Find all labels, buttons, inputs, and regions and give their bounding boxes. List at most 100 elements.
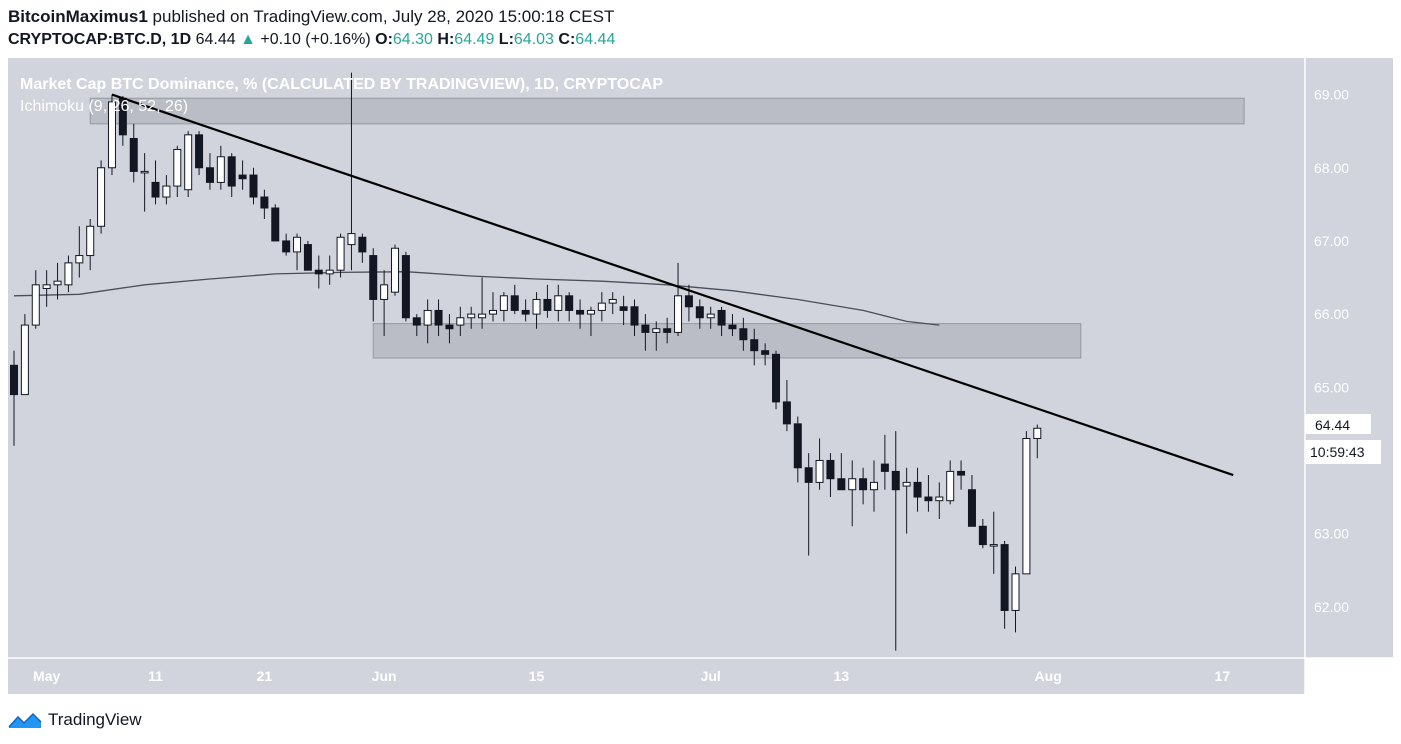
candle-2020-05-22[interactable] <box>271 204 280 242</box>
candle-2020-05-01[interactable] <box>42 270 51 307</box>
candle-2020-06-02[interactable] <box>391 244 400 296</box>
candle-2020-06-15[interactable] <box>532 292 541 329</box>
candle-2020-06-01[interactable] <box>380 270 389 337</box>
candle-2020-06-06[interactable] <box>434 299 443 337</box>
candle-2020-07-11[interactable] <box>815 438 824 490</box>
support-zone-0[interactable] <box>89 97 1245 125</box>
downtrend-line[interactable] <box>111 93 1234 477</box>
candle-2020-05-12[interactable] <box>162 175 171 205</box>
candle-2020-05-15[interactable] <box>195 131 204 176</box>
candle-2020-06-30[interactable] <box>695 299 704 329</box>
candle-2020-06-25[interactable] <box>641 314 650 351</box>
candle-2020-05-04[interactable] <box>75 226 84 278</box>
candle-2020-07-01[interactable] <box>706 306 715 329</box>
candle-2020-07-18[interactable] <box>891 431 900 651</box>
candle-2020-07-10[interactable] <box>804 453 813 556</box>
author-name[interactable]: BitcoinMaximus1 <box>8 7 148 26</box>
candle-2020-04-29[interactable] <box>20 314 29 396</box>
candle-2020-05-03[interactable] <box>64 255 73 293</box>
candle-2020-05-10[interactable] <box>140 153 149 212</box>
candle-2020-06-05[interactable] <box>423 299 432 344</box>
candle-2020-05-30[interactable] <box>358 233 367 263</box>
candle-2020-06-20[interactable] <box>586 306 595 337</box>
candle-2020-06-17[interactable] <box>554 284 563 322</box>
candle-2020-06-23[interactable] <box>619 295 628 326</box>
candle-2020-06-14[interactable] <box>521 299 530 322</box>
candle-2020-07-22[interactable] <box>935 482 944 519</box>
candle-2020-07-21[interactable] <box>924 475 933 512</box>
candle-2020-07-29[interactable] <box>1011 566 1020 633</box>
candle-2020-05-29[interactable] <box>347 72 356 271</box>
candle-2020-05-25[interactable] <box>303 240 312 271</box>
price-axis[interactable] <box>1305 58 1393 658</box>
candle-2020-06-18[interactable] <box>565 292 574 322</box>
candle-2020-07-25[interactable] <box>967 475 976 527</box>
candle-2020-04-28[interactable] <box>10 350 18 446</box>
candle-2020-06-24[interactable] <box>630 299 639 337</box>
candle-2020-07-26[interactable] <box>978 518 987 549</box>
candle-2020-05-16[interactable] <box>205 153 214 190</box>
candle-2020-05-02[interactable] <box>53 262 62 300</box>
price-chart[interactable]: 62.00 63.00 65.00 66.00 67.00 68.00 69.00 May 1… <box>8 58 1393 694</box>
candle-2020-06-27[interactable] <box>663 317 672 344</box>
candle-2020-07-17[interactable] <box>880 434 889 490</box>
footer-brand[interactable]: TradingView <box>8 708 142 732</box>
candle-2020-05-20[interactable] <box>249 167 258 205</box>
candle-2020-06-22[interactable] <box>608 292 617 315</box>
candle-2020-06-21[interactable] <box>597 292 606 322</box>
candle-2020-06-10[interactable] <box>478 277 487 329</box>
candle-2020-07-02[interactable] <box>717 306 726 337</box>
candle-2020-05-07[interactable] <box>107 94 116 176</box>
time-axis[interactable] <box>8 658 1305 694</box>
candle-2020-06-08[interactable] <box>456 306 465 337</box>
candle-2020-07-08[interactable] <box>782 379 791 432</box>
candle-2020-07-14[interactable] <box>848 460 857 527</box>
candle-2020-05-19[interactable] <box>238 160 247 190</box>
candle-2020-05-05[interactable] <box>86 218 95 271</box>
candle-2020-07-15[interactable] <box>859 467 868 505</box>
candle-2020-05-18[interactable] <box>227 153 236 198</box>
candle-2020-07-05[interactable] <box>750 328 759 366</box>
candle-2020-06-13[interactable] <box>510 284 519 315</box>
candle-2020-06-03[interactable] <box>401 251 410 322</box>
candle-2020-05-21[interactable] <box>260 189 269 219</box>
candle-2020-06-26[interactable] <box>652 321 661 351</box>
candle-2020-07-06[interactable] <box>761 343 770 366</box>
candle-2020-05-28[interactable] <box>336 233 345 278</box>
candle-2020-07-13[interactable] <box>837 453 846 491</box>
candle-2020-05-13[interactable] <box>173 145 182 198</box>
candle-2020-06-04[interactable] <box>412 314 421 337</box>
candle-2020-06-09[interactable] <box>467 306 476 329</box>
candle-2020-07-28[interactable] <box>1000 540 1009 629</box>
candle-2020-07-12[interactable] <box>826 453 835 498</box>
candle-2020-05-23[interactable] <box>282 233 291 256</box>
candle-2020-07-04[interactable] <box>739 317 748 351</box>
candle-2020-07-09[interactable] <box>793 416 802 483</box>
candle-2020-07-07[interactable] <box>772 350 781 410</box>
candle-2020-04-30[interactable] <box>31 270 40 329</box>
candle-2020-05-31[interactable] <box>369 248 378 322</box>
candle-2020-06-12[interactable] <box>499 292 508 322</box>
candle-2020-06-28[interactable] <box>674 262 683 337</box>
support-zone-1[interactable] <box>372 323 1082 359</box>
candle-2020-05-11[interactable] <box>151 160 160 205</box>
candle-2020-05-06[interactable] <box>97 160 106 234</box>
candle-2020-05-09[interactable] <box>129 123 138 183</box>
candle-2020-07-30[interactable] <box>1022 431 1031 575</box>
candle-2020-07-03[interactable] <box>728 314 737 337</box>
candle-2020-06-07[interactable] <box>445 314 454 344</box>
candle-2020-07-20[interactable] <box>913 467 922 512</box>
candle-2020-05-24[interactable] <box>293 233 302 271</box>
candle-2020-07-31[interactable] <box>1033 424 1042 459</box>
candle-2020-07-19[interactable] <box>902 467 911 534</box>
candle-2020-06-11[interactable] <box>488 292 497 322</box>
ichimoku-line[interactable] <box>13 271 940 326</box>
candle-2020-07-23[interactable] <box>946 460 955 505</box>
candle-2020-07-24[interactable] <box>957 460 966 490</box>
candle-2020-06-16[interactable] <box>543 284 552 318</box>
candle-2020-05-17[interactable] <box>216 145 225 190</box>
candle-2020-05-27[interactable] <box>325 255 334 285</box>
candle-2020-05-14[interactable] <box>184 131 193 198</box>
candle-2020-07-27[interactable] <box>989 511 998 574</box>
candle-2020-07-16[interactable] <box>869 460 878 512</box>
